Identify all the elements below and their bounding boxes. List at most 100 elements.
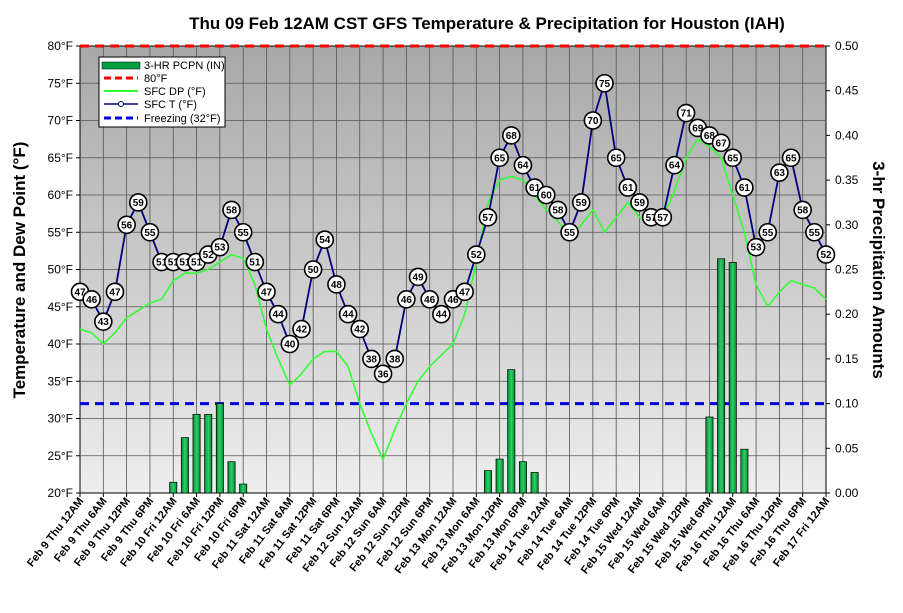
temperature-point-label: 47: [74, 287, 86, 298]
precip-bar: [530, 472, 539, 494]
y-tick-label: 30°F: [48, 412, 73, 426]
y-tick-label: 20°F: [48, 486, 73, 500]
temperature-point-label: 57: [646, 213, 658, 224]
precip-bar: [728, 261, 737, 494]
temperature-point: [455, 282, 474, 302]
y2-axis-label: 3-hr Precipitation Amounts: [869, 161, 888, 379]
temperature-point: [245, 252, 265, 272]
temperature-point-label: 46: [86, 295, 98, 306]
temperature-point: [268, 304, 288, 324]
temperature-point-label: 52: [820, 250, 832, 261]
temperature-point-label: 44: [273, 310, 285, 321]
temperature-point-label: 52: [203, 250, 215, 261]
chart-title: Thu 09 Feb 12AM CST GFS Temperature & Pr…: [189, 14, 785, 33]
temperature-point-label: 53: [214, 243, 226, 254]
temperature-point-label: 68: [704, 131, 716, 142]
y2-tick-label: 0.50: [835, 39, 859, 53]
temperature-point-label: 68: [506, 131, 518, 142]
legend-label-t: SFC T (°F): [144, 99, 197, 111]
temperature-point-label: 61: [622, 183, 634, 194]
y2-tick-label: 0.45: [835, 84, 859, 98]
dewpoint-series: [79, 138, 827, 461]
temperature-point-label: 61: [529, 183, 541, 194]
temperature-point-label: 46: [424, 295, 436, 306]
precip-bar: [192, 413, 201, 494]
temperature-point-label: 49: [412, 272, 424, 283]
temperature-point: [82, 289, 101, 309]
y-tick-label: 40°F: [48, 337, 73, 351]
precip-bar: [215, 403, 224, 494]
temperature-point-label: 46: [447, 295, 459, 306]
y2-tick-label: 0.35: [835, 173, 859, 187]
temperature-point: [128, 193, 148, 212]
legend-label-freezing: Freezing (32°F): [144, 113, 221, 125]
temperature-point: [292, 319, 311, 339]
precip-bar: [169, 481, 178, 494]
precip-bar: [740, 448, 749, 494]
temperature-point-label: 52: [471, 250, 483, 261]
precip-bar: [180, 437, 189, 494]
temperature-point: [222, 200, 241, 220]
temperature-point: [373, 364, 393, 384]
y-tick-label: 70°F: [48, 114, 73, 128]
y-axis-label: Temperature and Dew Point (°F): [10, 142, 29, 399]
temperature-point-label: 51: [156, 258, 168, 269]
temperature-point-label: 56: [121, 220, 133, 231]
y-tick-label: 65°F: [48, 151, 73, 165]
temperature-point: [735, 178, 754, 197]
precip-bar: [717, 258, 726, 494]
temperature-point: [385, 349, 405, 369]
y-tick-label: 60°F: [48, 188, 73, 202]
temperature-point-label: 65: [494, 153, 506, 164]
temperature-point: [513, 155, 533, 175]
temperature-point-label: 58: [552, 205, 564, 216]
precip-bar: [705, 416, 714, 494]
dewpoint-line: [79, 138, 827, 461]
temperature-point-label: 65: [727, 153, 739, 164]
temperature-point-label: 50: [308, 265, 320, 276]
precipitation-bars: [169, 258, 749, 494]
y2-tick-label: 0.10: [835, 397, 859, 411]
temperature-point: [490, 148, 509, 168]
temperature-point-label: 70: [587, 116, 599, 127]
temperature-point-label: 60: [541, 191, 553, 202]
temperature-point-label: 38: [389, 354, 401, 365]
temperature-point-label: 59: [634, 198, 646, 209]
legend-label-80f: 80°F: [144, 73, 168, 85]
temperature-point: [397, 289, 416, 309]
temperature-point: [595, 73, 614, 93]
temperature-point: [478, 208, 498, 227]
y-axis-left: 20°F 25°F 30°F 35°F 40°F 45°F 50°F 55°F 60°F 65°F…: [48, 39, 80, 500]
temperature-point: [711, 133, 731, 153]
temperature-point-label: 58: [226, 205, 238, 216]
temperature-point-label: 51: [179, 258, 191, 269]
temperature-point-label: 61: [739, 183, 751, 194]
y-tick-label: 50°F: [48, 263, 73, 277]
y2-tick-label: 0.05: [835, 441, 859, 455]
temperature-point: [280, 334, 300, 354]
temperature-point: [467, 245, 486, 264]
precip-bar: [484, 470, 492, 494]
temperature-point: [665, 155, 684, 175]
temperature-point-label: 59: [576, 198, 588, 209]
temperature-point-label: 59: [133, 198, 145, 209]
temperature-point-label: 38: [366, 354, 378, 365]
temperature-point: [560, 222, 579, 242]
temperature-point: [338, 304, 358, 324]
temperature-point-label: 40: [284, 340, 296, 351]
temperature-point: [571, 193, 591, 212]
temperature-point-label: 55: [564, 228, 576, 239]
legend-label-pcpn: 3-HR PCPN (IN): [144, 60, 225, 72]
temperature-point-label: 44: [343, 310, 355, 321]
temperature-point-label: 65: [785, 153, 797, 164]
temperature-point: [583, 111, 603, 130]
temperature-point: [210, 237, 230, 257]
temperature-point-label: 51: [249, 258, 261, 269]
temperature-point-label: 48: [331, 280, 343, 291]
reference-lines: [80, 44, 826, 406]
temperature-point-label: 55: [809, 228, 821, 239]
